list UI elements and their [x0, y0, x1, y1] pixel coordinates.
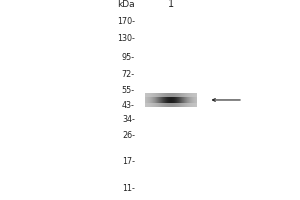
Text: 26-: 26-	[122, 131, 135, 140]
Text: 72-: 72-	[122, 70, 135, 79]
Text: 130-: 130-	[117, 34, 135, 43]
Text: 55-: 55-	[122, 86, 135, 95]
Text: 11-: 11-	[122, 184, 135, 193]
Text: kDa: kDa	[117, 0, 135, 9]
Text: 43-: 43-	[122, 101, 135, 110]
Text: 34-: 34-	[122, 115, 135, 124]
Text: 1: 1	[168, 0, 174, 9]
Text: 95-: 95-	[122, 53, 135, 62]
Text: 170-: 170-	[117, 17, 135, 26]
Text: 17-: 17-	[122, 157, 135, 166]
